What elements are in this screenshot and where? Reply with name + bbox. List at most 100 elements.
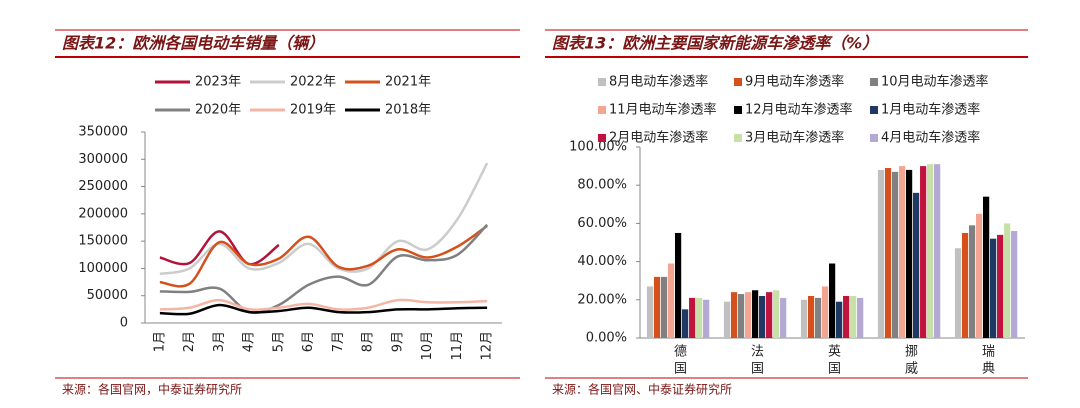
bar xyxy=(891,171,899,338)
bar xyxy=(975,213,983,338)
bar xyxy=(773,290,780,338)
bar xyxy=(898,166,906,338)
legend-label: 4月电动车渗透率 xyxy=(881,130,980,146)
x-tick-label: 9月 xyxy=(390,331,405,352)
y-tick-label: 100000 xyxy=(78,261,128,276)
series-line xyxy=(159,298,488,312)
bar xyxy=(821,286,829,338)
legend-swatch xyxy=(598,106,606,114)
legend-swatch xyxy=(734,134,742,142)
source: 来源：各国官网，中泰证券研究所 xyxy=(62,382,242,397)
legend-label: 10月电动车渗透率 xyxy=(881,74,989,90)
legend-swatch xyxy=(598,78,606,86)
bar xyxy=(961,232,969,338)
legend-swatch xyxy=(870,134,878,142)
source: 来源：各国官网、中泰证券研究所 xyxy=(552,382,732,397)
bar xyxy=(857,297,864,338)
chart-title: 图表12：欧洲各国电动车销量（辆） xyxy=(62,34,324,53)
bar xyxy=(920,166,927,338)
legend-swatch xyxy=(870,78,878,86)
bar xyxy=(646,286,654,338)
bar xyxy=(836,301,843,338)
bar xyxy=(843,295,850,338)
legend-swatch xyxy=(734,78,742,86)
y-tick-label: 300000 xyxy=(78,152,128,167)
y-tick-label: 80.00% xyxy=(577,178,627,193)
series-line xyxy=(159,223,489,315)
bar xyxy=(884,168,892,338)
legend-swatch xyxy=(734,106,742,114)
bar xyxy=(780,297,787,338)
y-tick-label: 100.00% xyxy=(569,140,627,155)
series-line xyxy=(159,224,488,288)
bar xyxy=(682,309,689,338)
bar xyxy=(954,248,962,338)
bar xyxy=(653,276,661,338)
legend-label: 11月电动车渗透率 xyxy=(609,102,717,118)
legend-label: 2021年 xyxy=(385,75,431,90)
bar xyxy=(850,295,857,338)
bar xyxy=(934,164,941,338)
legend-label: 2018年 xyxy=(385,103,431,118)
bar xyxy=(990,238,997,338)
x-tick-label: 1月 xyxy=(152,331,167,352)
legend-label: 9月电动车渗透率 xyxy=(745,74,844,90)
legend-swatch xyxy=(598,134,606,142)
series-line xyxy=(159,230,280,266)
bar xyxy=(828,263,836,338)
y-tick-label: 150000 xyxy=(78,234,128,249)
series-line xyxy=(159,303,488,316)
legend-label: 2020年 xyxy=(195,103,241,118)
x-tick-label: 10月 xyxy=(420,331,435,361)
bar xyxy=(766,292,773,338)
bar xyxy=(877,169,885,338)
legend-label: 8月电动车渗透率 xyxy=(609,74,708,90)
bar xyxy=(800,299,808,338)
y-tick-label: 250000 xyxy=(78,179,128,194)
x-tick-label: 2月 xyxy=(182,331,197,352)
bar xyxy=(674,232,682,338)
bar xyxy=(696,297,703,338)
legend-label: 3月电动车渗透率 xyxy=(745,130,844,146)
legend-label: 1月电动车渗透率 xyxy=(881,102,980,118)
bar xyxy=(759,295,766,338)
bar xyxy=(982,196,990,338)
bar xyxy=(723,301,731,338)
y-tick-label: 20.00% xyxy=(577,292,627,307)
x-tick-label: 7月 xyxy=(331,331,346,352)
bar xyxy=(751,290,759,338)
legend-label: 12月电动车渗透率 xyxy=(745,102,853,118)
legend-label: 2023年 xyxy=(195,75,241,90)
x-tick-label: 德 国 xyxy=(671,344,687,375)
bar xyxy=(1011,231,1018,338)
bar xyxy=(667,263,675,338)
bar xyxy=(1004,223,1011,338)
chart-title: 图表13：欧洲主要国家新能源车渗透率（%） xyxy=(552,34,878,53)
bar xyxy=(703,299,710,338)
x-tick-label: 11月 xyxy=(450,331,465,361)
y-tick-label: 200000 xyxy=(78,206,128,221)
y-tick-label: 0 xyxy=(120,316,128,331)
y-tick-label: 350000 xyxy=(78,125,128,140)
x-tick-label: 挪 威 xyxy=(902,344,918,375)
bar xyxy=(905,169,913,338)
bar xyxy=(689,297,696,338)
bar xyxy=(927,164,934,338)
bar xyxy=(997,234,1004,338)
bar xyxy=(737,294,745,338)
x-tick-label: 瑞 典 xyxy=(979,344,995,375)
legend-label: 2022年 xyxy=(290,75,336,90)
x-tick-label: 5月 xyxy=(271,331,286,352)
x-tick-label: 8月 xyxy=(361,331,376,352)
legend-label: 2月电动车渗透率 xyxy=(609,130,708,146)
series-line xyxy=(159,162,489,276)
y-tick-label: 50000 xyxy=(87,288,128,303)
y-tick-label: 60.00% xyxy=(577,216,627,231)
x-tick-label: 3月 xyxy=(212,331,227,352)
bar xyxy=(744,292,752,338)
bar xyxy=(730,292,738,338)
bar xyxy=(814,297,822,338)
x-tick-label: 法 国 xyxy=(748,344,764,375)
bar xyxy=(968,225,976,338)
